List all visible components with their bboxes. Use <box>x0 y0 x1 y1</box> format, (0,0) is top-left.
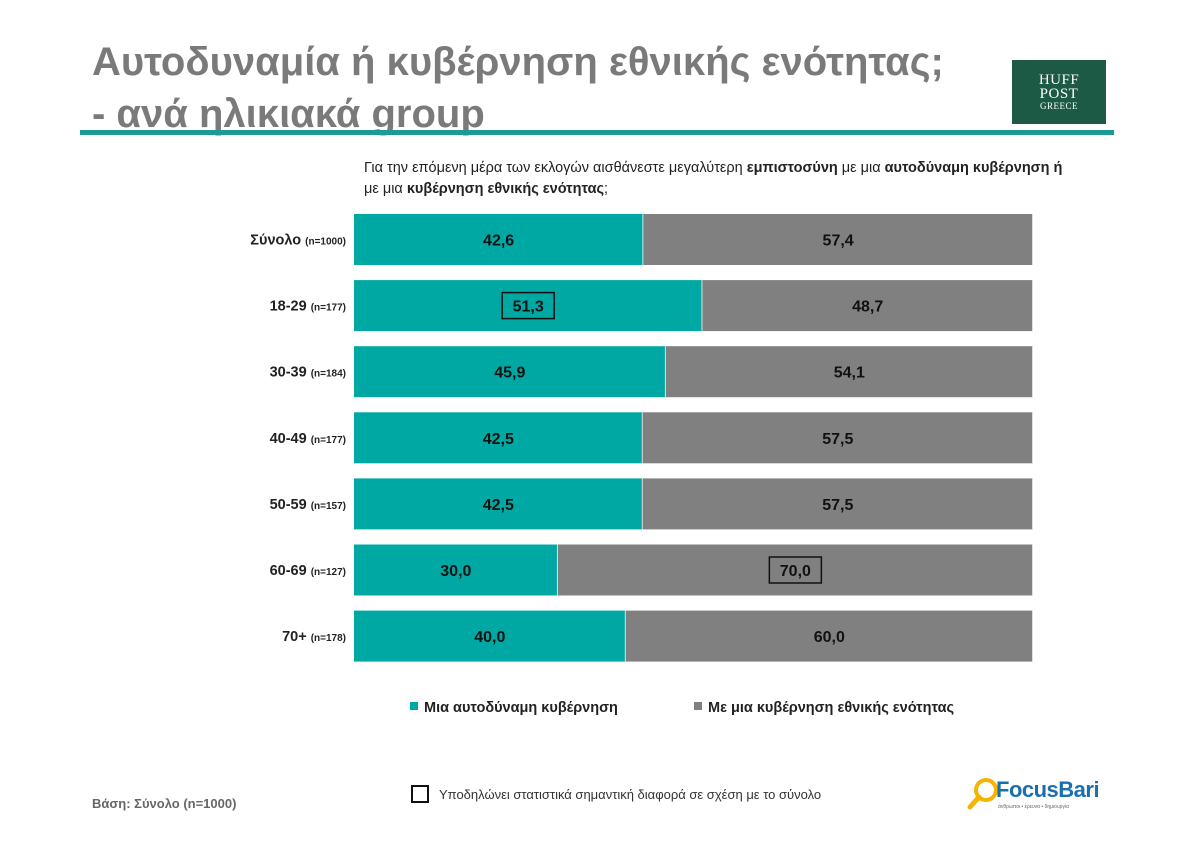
bar-segment-national-unity <box>702 280 1033 332</box>
data-label: 57,5 <box>822 497 853 514</box>
data-label: 42,5 <box>483 431 514 448</box>
title-line-2: - ανά ηλικιακά group <box>92 92 485 136</box>
data-label: 70,0 <box>780 563 811 580</box>
significance-box-icon <box>411 785 429 803</box>
category-label: 40-49 (n=177) <box>270 431 346 447</box>
category-label: Σύνολο (n=1000) <box>250 233 346 249</box>
bar-segment-autodynamy <box>354 412 643 464</box>
data-label: 57,4 <box>823 233 854 250</box>
legend-item-2: Με μια κυβέρνηση εθνικής ενότητας <box>694 700 954 716</box>
category-label: 70+ (n=178) <box>282 629 346 645</box>
base-note: Βάση: Σύνολο (n=1000) <box>92 796 237 811</box>
category-sample-size: (n=1000) <box>305 237 346 248</box>
bar-segment-autodynamy <box>354 346 666 398</box>
data-label: 57,5 <box>822 431 853 448</box>
legend-label-2: Με μια κυβέρνηση εθνικής ενότητας <box>708 700 955 716</box>
category-label: 18-29 (n=177) <box>270 299 346 315</box>
question-text-2: με μια <box>837 160 885 176</box>
category-sample-size: (n=177) <box>311 435 346 446</box>
question-bold-3: κυβέρνηση εθνικής ενότητας <box>406 181 605 197</box>
data-label: 51,3 <box>513 299 544 316</box>
data-label: 42,5 <box>483 497 514 514</box>
magnifier-icon <box>967 778 998 810</box>
category-label: 30-39 (n=184) <box>270 365 346 381</box>
category-name: 50-59 <box>270 497 311 513</box>
question-text-3: με μια <box>364 181 407 197</box>
category-label: 60-69 (n=127) <box>270 563 346 579</box>
page-title: Αυτοδυναμία ή κυβέρνηση εθνικής ενότητας… <box>92 36 944 140</box>
data-label: 30,0 <box>440 563 471 580</box>
data-label: 60,0 <box>814 629 845 646</box>
category-sample-size: (n=178) <box>311 633 346 644</box>
category-sample-size: (n=127) <box>311 567 346 578</box>
legend-label-1: Μια αυτοδύναμη κυβέρνηση <box>424 700 618 716</box>
question-text-4: ; <box>604 181 609 197</box>
question-bold-1: εμπιστοσύνη <box>746 160 838 176</box>
category-sample-size: (n=157) <box>311 501 346 512</box>
significance-box <box>501 291 555 320</box>
category-name: Σύνολο <box>250 233 305 249</box>
legend-item-1: Μια αυτοδύναμη κυβέρνηση <box>410 700 618 716</box>
bar-segment-autodynamy <box>354 544 558 596</box>
bar-segment-national-unity <box>665 346 1033 398</box>
brand-tagline: άνθρωποι • έρευνα • δημιουργία <box>998 804 1070 810</box>
category-sample-size: (n=184) <box>311 369 346 380</box>
bar-segment-autodynamy <box>354 610 626 662</box>
focusbari-logo: FocusBari άνθρωποι • έρευνα • δημιουργία <box>966 776 1106 816</box>
category-sample-size: (n=177) <box>311 303 346 314</box>
logo-line-2: POST <box>1039 85 1079 102</box>
data-label: 45,9 <box>494 365 525 382</box>
data-label: 54,1 <box>834 365 865 382</box>
data-label: 40,0 <box>474 629 505 646</box>
survey-question: Για την επόμενη μέρα των εκλογών αισθάνε… <box>364 158 1064 200</box>
legend-swatch-2 <box>694 702 702 710</box>
significance-note: Υποδηλώνει στατιστικά σημαντική διαφορά … <box>411 785 821 803</box>
bar-segment-autodynamy <box>354 214 644 265</box>
question-bold-2: αυτοδύναμη κυβέρνηση ή <box>884 160 1063 176</box>
significance-note-text: Υποδηλώνει στατιστικά σημαντική διαφορά … <box>439 787 822 802</box>
category-name: 60-69 <box>270 563 311 579</box>
significance-box <box>768 556 823 584</box>
bar-segment-national-unity <box>625 610 1033 662</box>
bar-segment-autodynamy <box>354 478 643 530</box>
title-line-1: Αυτοδυναμία ή κυβέρνηση εθνικής ενότητας… <box>92 40 944 84</box>
bar-segment-national-unity <box>557 544 1033 596</box>
category-name: 70+ <box>282 629 311 645</box>
bar-segment-national-unity <box>643 214 1033 265</box>
huffpost-greece-logo: HUFF POST GREECE <box>1012 60 1106 124</box>
data-label: 42,6 <box>483 233 514 250</box>
stacked-bar-chart: Σύνολο (n=1000) 42,6 57,4 18-29 (n=177) 51,3… <box>250 214 1034 662</box>
category-name: 18-29 <box>270 299 311 315</box>
category-name: 40-49 <box>270 431 311 447</box>
logo-line-1: HUFF <box>1038 71 1080 88</box>
brand-name: FocusBari <box>996 777 1100 802</box>
bar-segment-autodynamy <box>354 280 703 332</box>
legend-swatch-1 <box>410 702 418 710</box>
bar-segment-national-unity <box>642 478 1033 530</box>
title-underline <box>80 130 1114 135</box>
category-name: 30-39 <box>270 365 311 381</box>
category-label: 50-59 (n=157) <box>270 497 346 513</box>
data-label: 48,7 <box>852 299 883 316</box>
bar-segment-national-unity <box>642 412 1033 464</box>
logo-line-3: GREECE <box>1040 100 1078 111</box>
question-text-1: Για την επόμενη μέρα των εκλογών αισθάνε… <box>364 160 747 176</box>
